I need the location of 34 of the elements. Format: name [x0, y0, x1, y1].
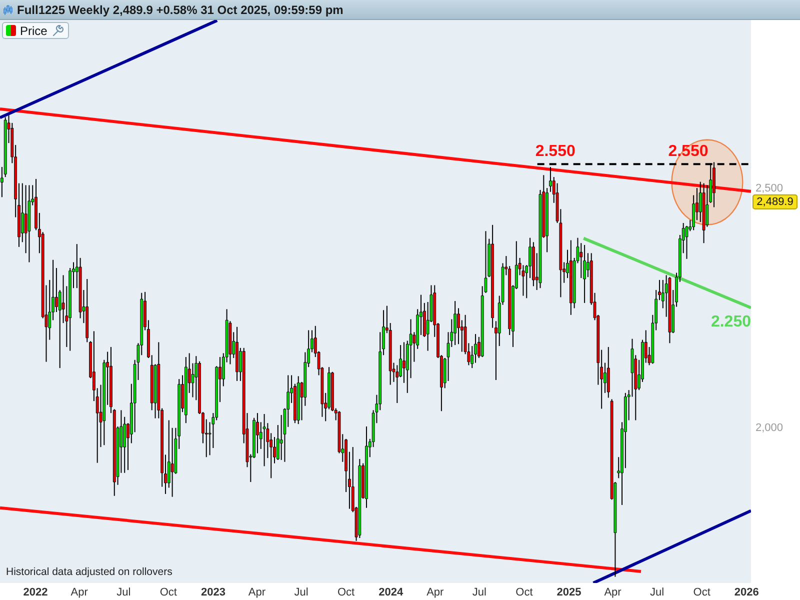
x-tick-label: Apr [70, 586, 88, 598]
x-tick-label: Jul [650, 586, 664, 598]
x-tick-label: Oct [516, 586, 533, 598]
annotation: 2.250 [710, 314, 752, 331]
annotation: 2,489.9 [756, 196, 794, 208]
x-tick-label: Oct [160, 586, 177, 598]
candlestick [454, 300, 457, 346]
candlestick [256, 412, 259, 454]
x-tick-label: Jul [116, 586, 131, 598]
legend-label: Price [20, 24, 48, 38]
x-tick-label: Apr [604, 586, 622, 598]
annotation: Historical data adjusted on rollovers [6, 566, 172, 578]
x-tick-label: Oct [693, 586, 710, 598]
annotation: 2.550 [535, 143, 576, 160]
candlestick [170, 427, 174, 498]
candlestick [606, 346, 610, 398]
y-tick-label: 2,000 [756, 422, 784, 434]
x-tick-label: Apr [248, 586, 266, 598]
x-tick-label: 2026 [734, 586, 759, 598]
x-tick-label: Jul [294, 586, 308, 598]
y-tick-label: 2,500 [756, 182, 784, 195]
candlestick [549, 166, 552, 192]
x-tick-label: Jul [472, 586, 486, 598]
x-tick-label: 2022 [23, 586, 48, 598]
x-tick-label: 2023 [200, 586, 226, 598]
x-tick-label: Apr [426, 586, 444, 598]
candlestick [583, 244, 586, 304]
candlestick [402, 342, 406, 384]
candlestick [55, 267, 58, 313]
chart-title: Full1225 Weekly 2,489.9 +0.58% 31 Oct 2025, 09:59:59 pm [17, 2, 344, 16]
x-tick-label: Oct [338, 586, 355, 598]
candlestick [262, 414, 266, 467]
x-tick-label: 2025 [556, 586, 582, 598]
x-tick-label: 2024 [378, 586, 404, 598]
